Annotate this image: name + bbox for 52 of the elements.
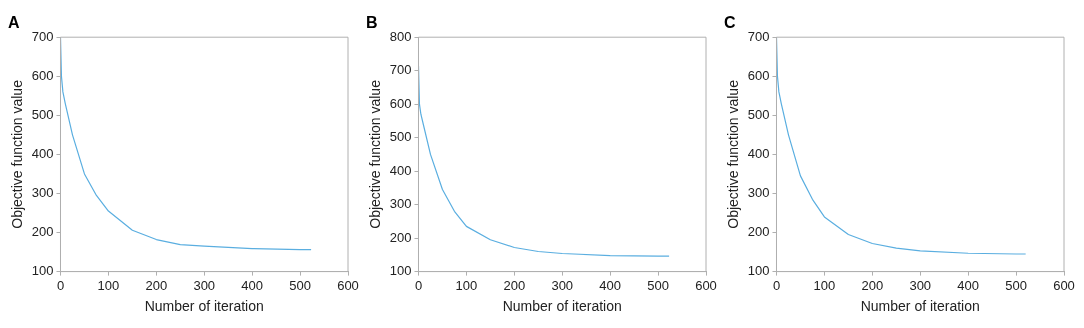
chart-title: A	[8, 14, 20, 32]
x-axis-title: Number of iteration	[144, 298, 264, 315]
y-tick-label: 600	[31, 67, 54, 83]
y-axis-title: Objective function value	[367, 79, 384, 229]
y-tick-label: 700	[31, 28, 54, 44]
y-tick-label: 300	[389, 196, 412, 212]
x-tick-label: 200	[503, 277, 526, 293]
y-tick-label: 300	[747, 185, 770, 201]
x-axis-title: Number of iteration	[860, 298, 980, 315]
y-tick-label: 400	[31, 145, 54, 161]
x-tick-label: 300	[551, 277, 574, 293]
x-tick-label: 600	[695, 277, 717, 293]
x-tick-label: 500	[289, 277, 311, 293]
y-axis-title: Objective function value	[725, 79, 742, 229]
y-tick-label: 200	[389, 229, 412, 245]
x-tick-label: 300	[193, 277, 216, 293]
y-tick-label: 500	[747, 106, 770, 122]
y-axis-title: Objective function value	[9, 79, 26, 229]
x-tick-label: 100	[813, 277, 836, 293]
x-tick-label: 400	[957, 277, 980, 293]
x-tick-label: 100	[455, 277, 478, 293]
x-tick-label: 400	[599, 277, 622, 293]
x-tick-label: 600	[1053, 277, 1075, 293]
y-tick-label: 600	[747, 67, 770, 83]
y-tick-label: 400	[747, 145, 770, 161]
chart-title: C	[724, 14, 736, 32]
x-tick-label: 500	[1005, 277, 1027, 293]
x-tick-label: 100	[97, 277, 120, 293]
x-tick-label: 200	[145, 277, 168, 293]
y-tick-label: 100	[389, 263, 412, 279]
y-tick-label: 300	[31, 185, 54, 201]
x-tick-label: 600	[337, 277, 359, 293]
x-tick-label: 300	[909, 277, 932, 293]
x-axis-title: Number of iteration	[502, 298, 622, 315]
x-tick-label: 0	[414, 277, 423, 293]
y-tick-label: 400	[389, 162, 412, 178]
x-tick-label: 200	[861, 277, 884, 293]
y-tick-label: 100	[747, 263, 770, 279]
y-tick-label: 800	[389, 28, 412, 44]
x-tick-label: 0	[56, 277, 65, 293]
chart-title: B	[366, 14, 378, 32]
y-tick-label: 500	[31, 106, 54, 122]
y-tick-label: 500	[389, 129, 412, 145]
x-tick-label: 500	[647, 277, 669, 293]
y-tick-label: 100	[31, 263, 54, 279]
y-tick-label: 200	[747, 224, 770, 240]
y-tick-label: 700	[747, 28, 770, 44]
x-tick-label: 400	[241, 277, 264, 293]
y-tick-label: 700	[389, 62, 412, 78]
x-tick-label: 0	[772, 277, 781, 293]
y-tick-label: 600	[389, 95, 412, 111]
y-tick-label: 200	[31, 224, 54, 240]
